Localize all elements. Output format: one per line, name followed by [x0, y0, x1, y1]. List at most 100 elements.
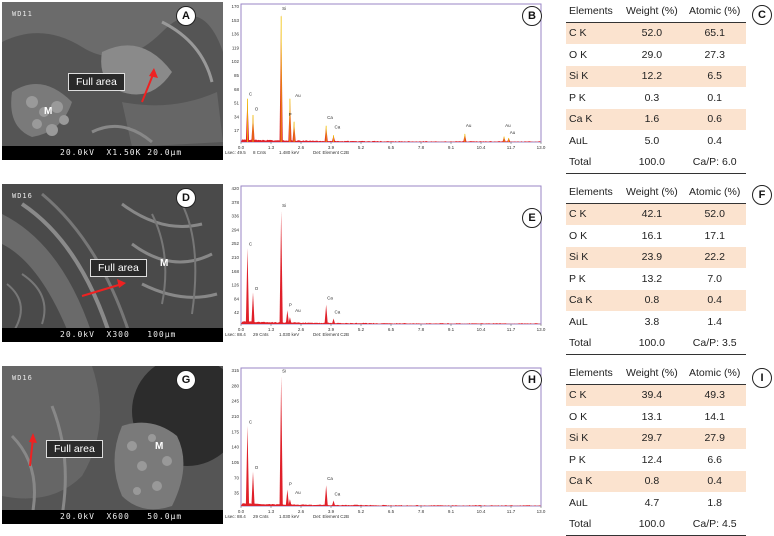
y-tick-label: 17: [234, 128, 240, 133]
eds-footer-det: Det: Element C2B: [313, 332, 349, 337]
table-row: Ca K 0.8 0.4: [566, 290, 746, 312]
peak-label: P: [289, 302, 292, 307]
atomic-value: 14.1: [683, 406, 746, 428]
peak-label: Au: [295, 490, 301, 495]
atomic-value: Ca/P: 3.5: [683, 333, 746, 355]
atomic-value: 0.4: [683, 290, 746, 312]
y-tick-label: 420: [231, 186, 239, 191]
table-row: Si K 23.9 22.2: [566, 247, 746, 269]
atomic-value: 1.4: [683, 311, 746, 333]
weight-value: 13.2: [620, 268, 683, 290]
weight-value: 29.0: [620, 44, 683, 66]
sem-image-d: WD16 Full area M 20.0kV X300 100μm: [2, 184, 223, 342]
eds-plot: 17015313611910285685134170.0 1.3 2.6 3.9 5.2…: [223, 0, 546, 150]
weight-value: 100.0: [620, 514, 683, 536]
y-tick-label: 378: [231, 200, 239, 205]
peak-label: Ca: [327, 296, 333, 301]
y-tick-label: 336: [231, 214, 239, 219]
eds-footer-kev: 1.030 keV: [279, 332, 299, 337]
peak-label: O: [255, 286, 259, 291]
table-row: O K 13.1 14.1: [566, 406, 746, 428]
atomic-value: 0.1: [683, 87, 746, 109]
table-row: Total 100.0 Ca/P: 6.0: [566, 152, 746, 174]
weight-value: 52.0: [620, 22, 683, 44]
table-header-row: Elements Weight (%) Atomic (%): [566, 181, 746, 203]
table-row: Total 100.0 Ca/P: 4.5: [566, 514, 746, 536]
red-arrow-icon: [2, 184, 223, 342]
peak-label: Au: [466, 123, 472, 128]
weight-value: 5.0: [620, 130, 683, 152]
atomic-value: 49.3: [683, 384, 746, 406]
peak-label: Si: [282, 6, 286, 11]
weight-value: 0.3: [620, 87, 683, 109]
header-elements: Elements: [566, 362, 620, 384]
panel-label-e: E: [522, 208, 542, 228]
y-tick-label: 136: [231, 32, 239, 37]
atomic-value: 65.1: [683, 22, 746, 44]
atomic-value: 27.9: [683, 428, 746, 450]
plot-frame: [241, 4, 541, 142]
sem-scale-text: 20.0kV X300 100μm: [60, 330, 176, 339]
header-atomic: Atomic (%): [683, 0, 746, 22]
weight-value: 42.1: [620, 203, 683, 225]
element-name: AuL: [566, 130, 620, 152]
table-row: Ca K 1.6 0.6: [566, 109, 746, 131]
eds-spectrum-b: 170 153 136 119 102 85 68 51 34 17 0.0 1.3 2.6 3.9 5.2…: [223, 0, 546, 162]
peak-label: Ca: [335, 125, 341, 130]
atomic-value: Ca/P: 4.5: [683, 514, 746, 536]
peak-label: Au: [295, 308, 301, 313]
element-name: C K: [566, 22, 620, 44]
red-arrow-icon: [2, 366, 223, 524]
peak-label: P: [289, 482, 292, 487]
panel-label-c: C: [752, 5, 772, 25]
eds-footer-det: Det: Element C2B: [313, 150, 349, 155]
atomic-value: 17.1: [683, 225, 746, 247]
table-row: P K 13.2 7.0: [566, 268, 746, 290]
header-weight: Weight (%): [620, 0, 683, 22]
panel-label-h: H: [522, 370, 542, 390]
y-tick-label: 140: [231, 445, 239, 450]
atomic-value: 1.8: [683, 492, 746, 514]
y-tick-label: 102: [231, 59, 239, 64]
weight-value: 29.7: [620, 428, 683, 450]
eds-footer-cnts: 29 Cnts: [253, 514, 269, 519]
panel-label-b: B: [522, 6, 542, 26]
weight-value: 4.7: [620, 492, 683, 514]
table-row: O K 16.1 17.1: [566, 225, 746, 247]
eds-footer-cnts: 8 Cnts: [253, 150, 266, 155]
element-name: Ca K: [566, 290, 620, 312]
header-weight: Weight (%): [620, 181, 683, 203]
weight-value: 3.8: [620, 311, 683, 333]
element-name: Si K: [566, 247, 620, 269]
peak-label: Si: [282, 203, 286, 208]
header-elements: Elements: [566, 0, 620, 22]
element-name: C K: [566, 203, 620, 225]
sem-scale-text: 20.0kV X1.50K 20.0μm: [60, 148, 182, 157]
table-row: AuL 4.7 1.8: [566, 492, 746, 514]
y-tick-label: 315: [231, 368, 239, 373]
atomic-value: 27.3: [683, 44, 746, 66]
table-row: AuL 5.0 0.4: [566, 130, 746, 152]
eds-footer-lsec: Lsec: 88.4: [225, 514, 246, 519]
element-name: Total: [566, 514, 620, 536]
table-row: AuL 3.8 1.4: [566, 311, 746, 333]
header-atomic: Atomic (%): [683, 362, 746, 384]
header-weight: Weight (%): [620, 362, 683, 384]
y-tick-label: 294: [231, 227, 239, 232]
eds-spectrum-h: 315 280 245 210 175 140 105 70 35 0.0 1.3 2.6 3.9 5.2…: [223, 364, 546, 526]
eds-plot: 42037833629425221016812684420.0 1.3 2.6 3.9…: [223, 182, 546, 332]
peak-label: Au: [505, 123, 511, 128]
table-row: C K 39.4 49.3: [566, 384, 746, 406]
atomic-value: 0.4: [683, 130, 746, 152]
atomic-value: 6.6: [683, 449, 746, 471]
element-name: C K: [566, 384, 620, 406]
atomic-value: Ca/P: 6.0: [683, 152, 746, 174]
element-name: AuL: [566, 311, 620, 333]
peak-label: Ca: [335, 491, 341, 496]
weight-value: 13.1: [620, 406, 683, 428]
plot-frame: [241, 368, 541, 506]
table-header-row: Elements Weight (%) Atomic (%): [566, 0, 746, 22]
composition-table-i: Elements Weight (%) Atomic (%) C K 39.4 49.3 O…: [566, 362, 746, 536]
red-arrow-icon: [2, 2, 223, 160]
peak-label: Ca: [335, 309, 341, 314]
